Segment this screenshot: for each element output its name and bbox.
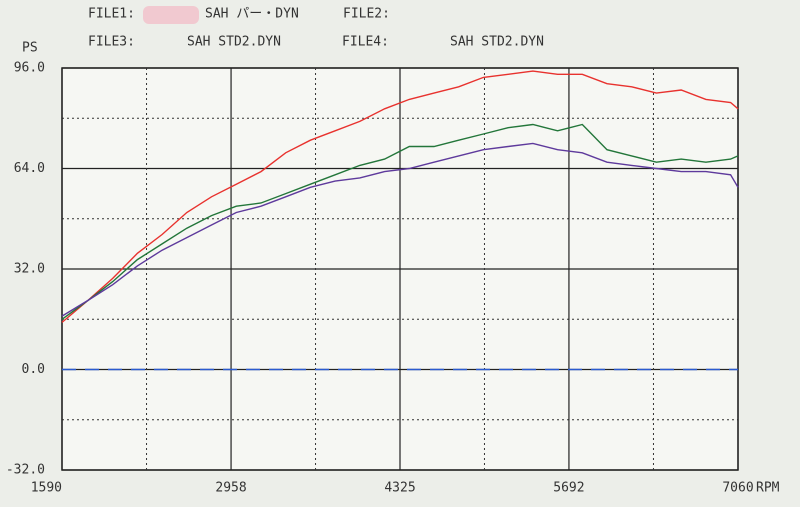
legend-label: FILE3: (88, 35, 135, 50)
y-tick-label: 64.0 (14, 161, 45, 176)
y-axis-label: PS (22, 41, 38, 56)
series-line (61, 123, 739, 320)
y-tick-label: 0.0 (22, 362, 45, 377)
legend-file: SAH STD2.DYN (450, 35, 544, 50)
x-tick-label: 7060 (722, 481, 753, 496)
x-axis-label: RPM (756, 481, 780, 496)
x-tick-label: 1590 (31, 481, 62, 496)
legend-file: SAH パー・DYN (205, 7, 299, 22)
legend-file: SAH STD2.DYN (187, 35, 281, 50)
legend-label: FILE2: (343, 7, 390, 22)
legend-label: FILE4: (342, 35, 389, 50)
y-tick-label: 96.0 (14, 61, 45, 76)
x-tick-label: 4325 (384, 481, 415, 496)
y-tick-label: 32.0 (14, 262, 45, 277)
legend-label: FILE1: (88, 7, 135, 22)
x-tick-label: 5692 (553, 481, 584, 496)
redacted-name (143, 6, 199, 24)
series-line (61, 142, 739, 317)
y-tick-label: -32.0 (6, 463, 45, 478)
series-line (61, 70, 739, 323)
x-tick-label: 2958 (215, 481, 246, 496)
